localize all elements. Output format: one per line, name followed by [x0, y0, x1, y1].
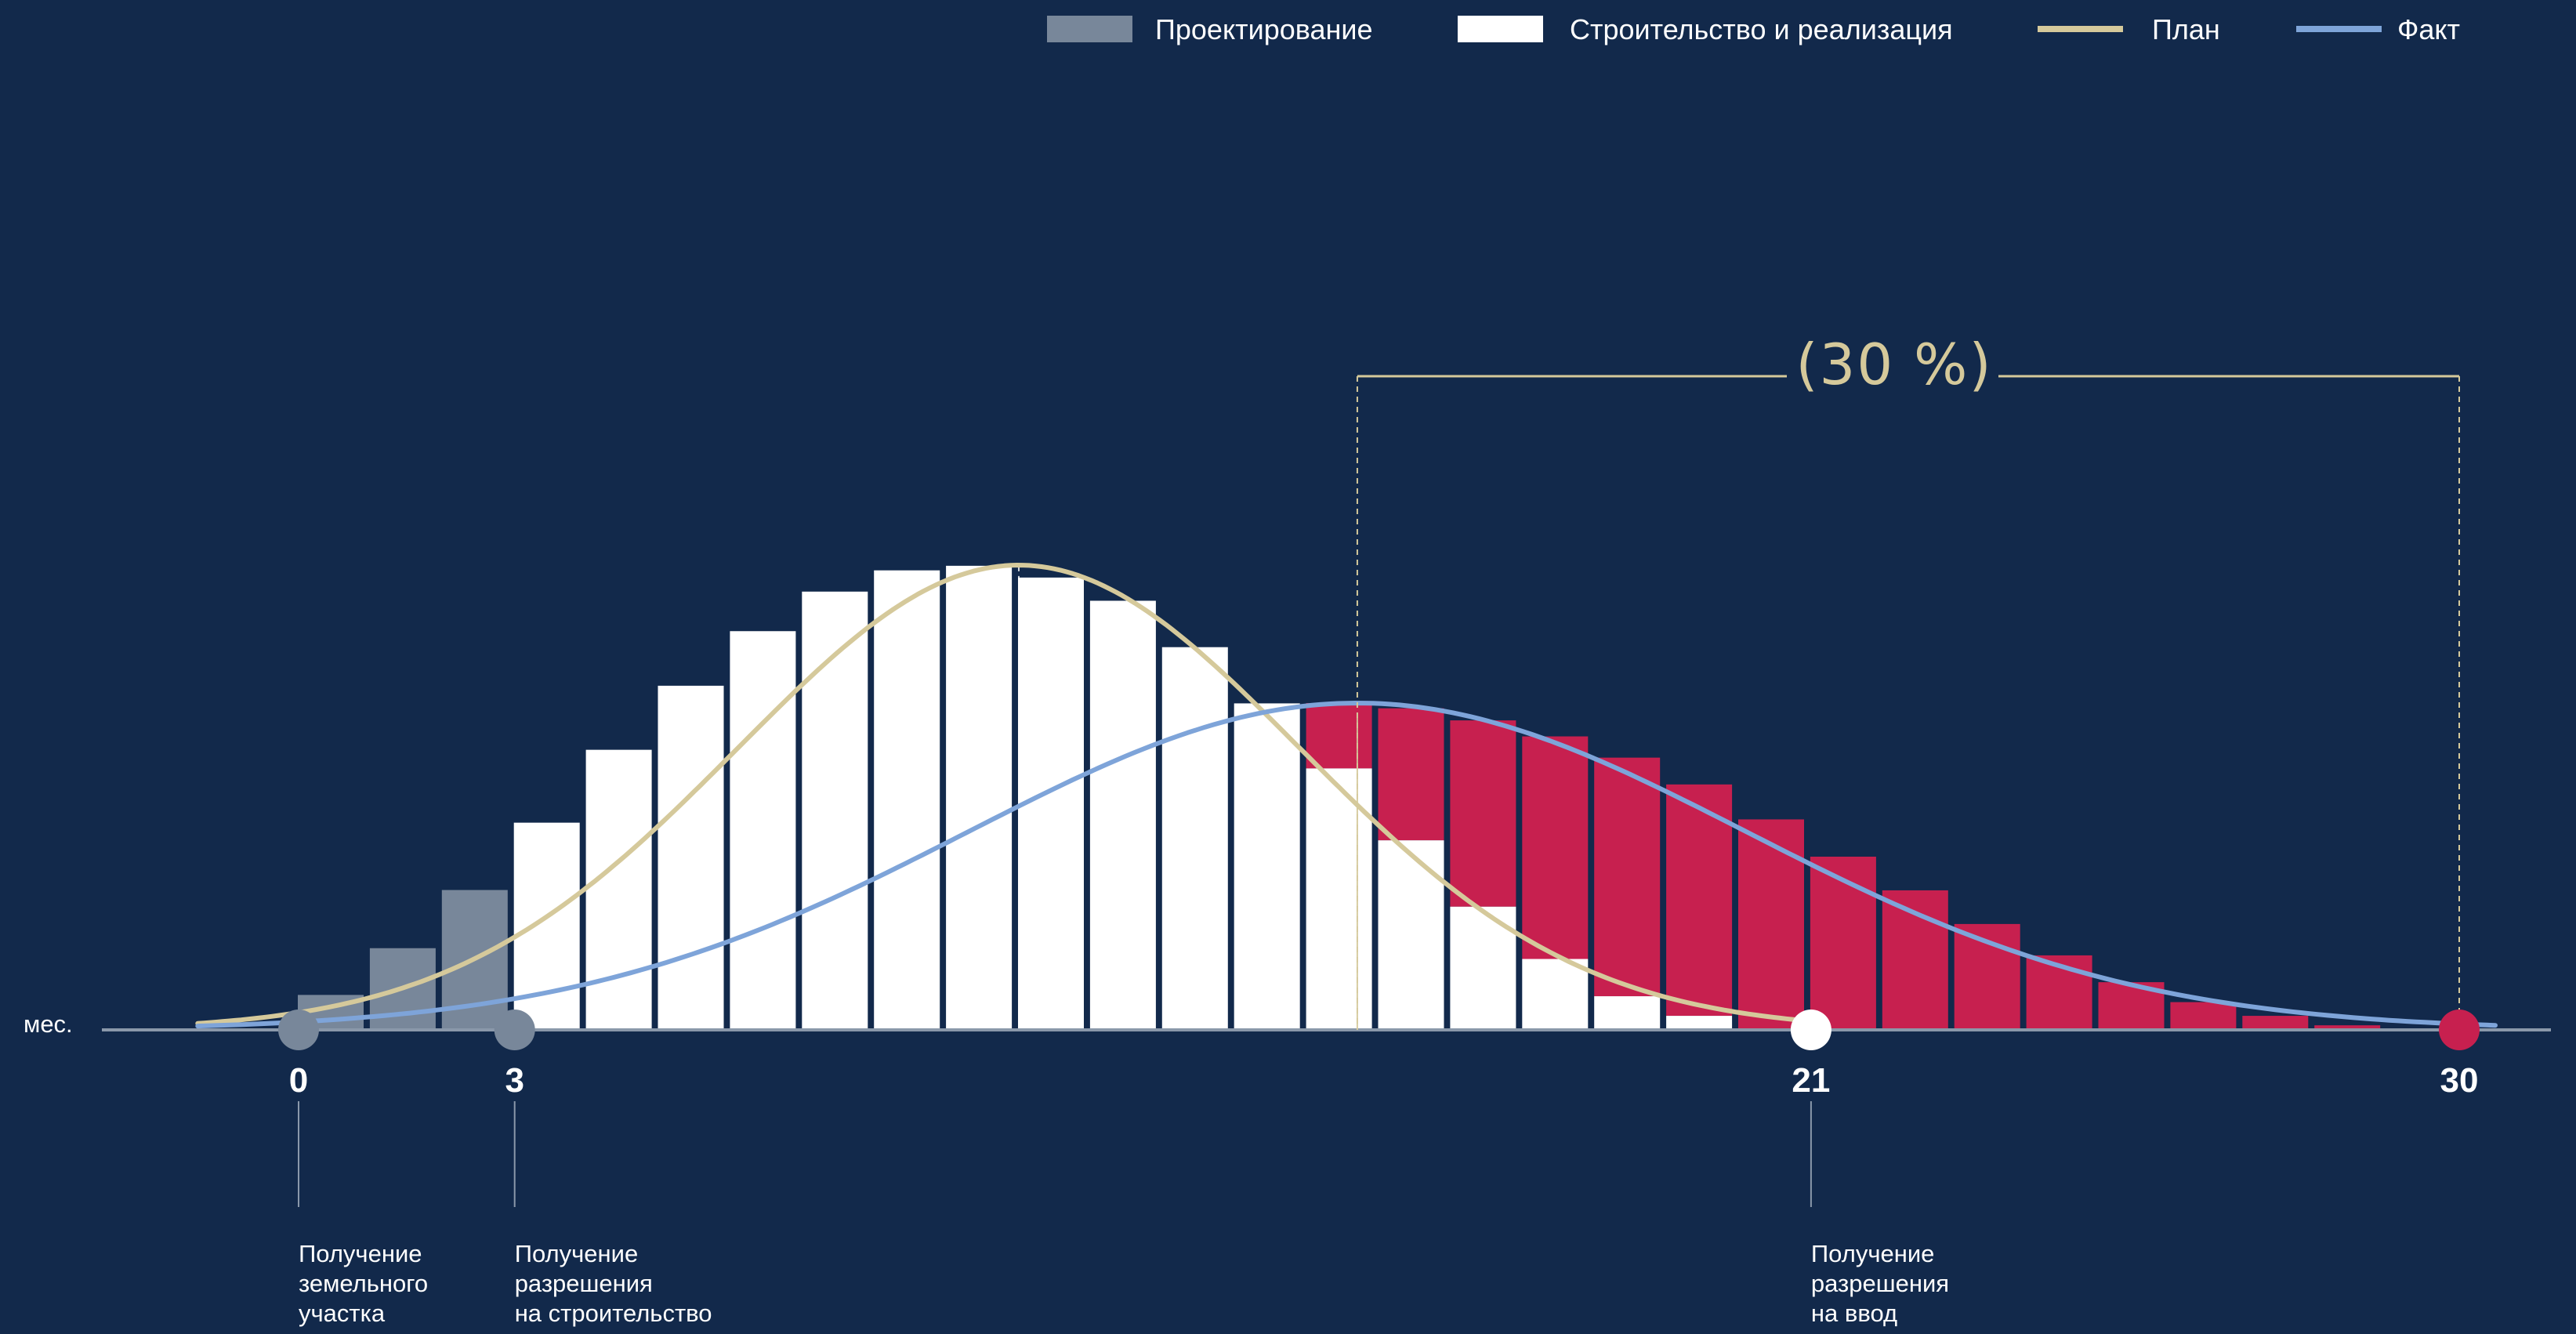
- milestone-marker-30: [2439, 1010, 2480, 1050]
- construction-bar-month-5: [658, 685, 724, 1030]
- construction-bar-month-11: [1089, 600, 1156, 1030]
- bars-group: [298, 565, 2381, 1030]
- legend: Проектирование Строительство и реализация…: [1047, 13, 2460, 45]
- tick-label-3: 3: [505, 1061, 524, 1100]
- construction-bar-month-17: [1522, 959, 1589, 1030]
- construction-bar-month-14: [1306, 768, 1372, 1030]
- series-line-fact: [195, 701, 2498, 1029]
- construction-bar-month-4: [585, 749, 652, 1030]
- milestone-label-0-line-2: земельного: [299, 1270, 428, 1297]
- tick-label-30: 30: [2440, 1061, 2479, 1100]
- legend-label-construction: Строительство и реализация: [1570, 13, 1953, 45]
- delay-bar-month-16: [1450, 720, 1516, 907]
- construction-bar-month-18: [1594, 996, 1661, 1030]
- construction-bar-month-13: [1234, 703, 1300, 1030]
- tick-labels-group: 0 3 21 30: [289, 1061, 2479, 1100]
- delay-bar-month-15: [1378, 708, 1444, 841]
- milestone-labels-group: Получение земельного участка Получение разре…: [298, 1101, 1949, 1327]
- delay-bar-month-26: [2170, 1002, 2237, 1030]
- construction-bar-month-15: [1378, 840, 1444, 1030]
- milestone-label-0-line-1: Получение: [299, 1240, 422, 1267]
- delay-bar-month-17: [1522, 736, 1589, 959]
- legend-label-plan: План: [2152, 13, 2220, 45]
- delay-bar-month-14: [1306, 703, 1372, 769]
- delay-bar-month-28: [2314, 1025, 2381, 1030]
- milestone-label-3-line-3: на строительство: [515, 1300, 712, 1327]
- construction-bar-month-10: [1018, 577, 1084, 1030]
- legend-swatch-construction: [1458, 16, 1543, 42]
- delay-bar-month-21: [1810, 856, 1876, 1030]
- milestone-label-21-line-2: разрешения: [1811, 1270, 1949, 1297]
- milestone-marker-3: [494, 1010, 535, 1050]
- delay-bar-month-19: [1666, 784, 1733, 1017]
- delay-bar-month-18: [1594, 757, 1661, 997]
- tick-label-0: 0: [289, 1061, 308, 1100]
- milestone-label-21-line-3: на ввод: [1811, 1300, 1897, 1327]
- construction-bar-month-9: [946, 565, 1013, 1030]
- milestone-markers-group: [278, 1010, 2480, 1050]
- annotation-group: (30 %): [1356, 332, 2460, 1030]
- milestone-label-3-line-2: разрешения: [515, 1270, 653, 1297]
- delay-bar-month-20: [1738, 819, 1804, 1030]
- construction-bar-month-12: [1161, 647, 1228, 1030]
- milestone-label-0-line-3: участка: [299, 1300, 386, 1327]
- milestone-marker-0: [278, 1010, 319, 1050]
- tick-label-21: 21: [1792, 1061, 1830, 1100]
- construction-bar-month-6: [730, 631, 796, 1030]
- construction-bar-month-8: [874, 570, 940, 1030]
- legend-label-fact: Факт: [2397, 13, 2460, 45]
- construction-bar-month-19: [1666, 1016, 1733, 1030]
- annotation-label: (30 %): [1795, 332, 1992, 397]
- milestone-marker-21: [1790, 1010, 1831, 1050]
- x-axis-unit-label: мес.: [24, 1010, 73, 1038]
- legend-swatch-design: [1047, 16, 1132, 42]
- milestone-label-21-line-1: Получение: [1811, 1240, 1935, 1267]
- milestone-label-3-line-1: Получение: [515, 1240, 639, 1267]
- series-line-plan: [195, 563, 1813, 1026]
- construction-bar-month-7: [802, 591, 868, 1030]
- legend-label-design: Проектирование: [1155, 13, 1373, 45]
- delay-bar-month-27: [2242, 1016, 2309, 1030]
- series-group: [195, 563, 2498, 1029]
